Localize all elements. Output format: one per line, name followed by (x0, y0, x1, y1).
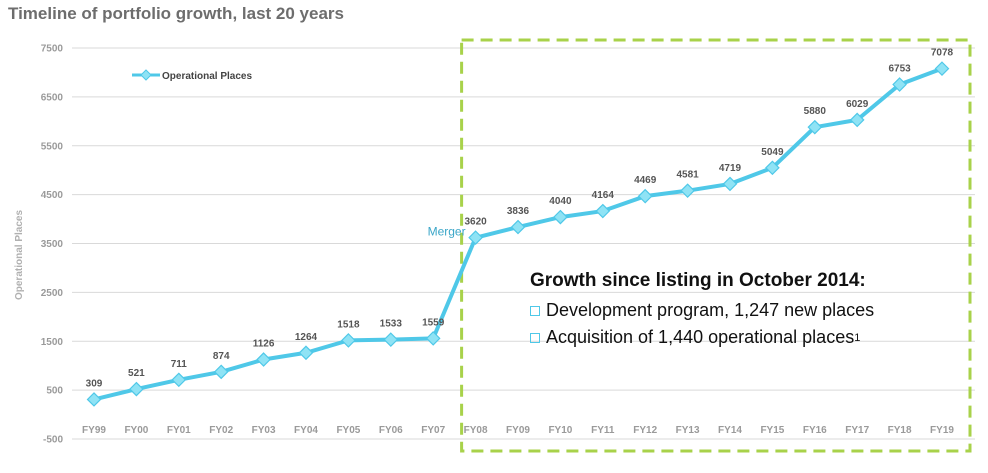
data-point (298, 345, 314, 361)
y-tick-label: 6500 (41, 92, 64, 103)
x-tick-label: FY19 (930, 425, 954, 436)
data-label: 1559 (422, 317, 445, 328)
merger-annotation: Merger (428, 225, 466, 239)
checkbox-bullet-icon (530, 332, 540, 343)
legend-marker (140, 69, 152, 81)
data-point (510, 219, 526, 235)
data-point (213, 364, 229, 380)
x-axis-ticks: FY99 FY00 FY01 FY02 FY03 FY04 FY05 FY06 FY07 FY08… (82, 425, 954, 436)
chart-title: Timeline of portfolio growth, last 20 ye… (8, 4, 344, 23)
x-tick-label: FY10 (548, 425, 572, 436)
data-label: 1126 (253, 339, 275, 350)
x-tick-label: FY17 (845, 425, 869, 436)
data-point (256, 352, 271, 367)
data-label: 309 (86, 378, 103, 389)
data-point (86, 392, 102, 407)
y-tick-label: 2500 (41, 288, 64, 299)
data-label: 4581 (676, 170, 699, 181)
data-point (934, 61, 950, 76)
y-tick-label: 5500 (41, 141, 64, 152)
y-tick-label: 1500 (41, 337, 64, 348)
data-point (129, 381, 144, 397)
x-tick-label: FY03 (252, 425, 276, 436)
x-tick-label: FY01 (167, 425, 191, 436)
x-tick-label: FY06 (379, 425, 403, 436)
data-point (849, 112, 865, 128)
data-point (765, 160, 780, 176)
y-axis-label: Operational Places (14, 210, 25, 300)
legend: Operational Places (132, 69, 252, 82)
growth-callout: Growth since listing in October 2014: De… (530, 270, 874, 354)
data-label: 4164 (592, 190, 615, 201)
data-label: 4040 (549, 196, 572, 207)
data-label: 521 (128, 368, 145, 379)
callout-item-text: Acquisition of 1,440 operational places (546, 327, 855, 347)
x-tick-label: FY11 (591, 425, 615, 436)
data-point (680, 183, 695, 199)
highlight-box (460, 38, 972, 453)
data-label: 4469 (634, 175, 657, 186)
x-tick-label: FY07 (421, 425, 445, 436)
x-tick-label: FY16 (803, 425, 827, 436)
x-tick-label: FY14 (718, 425, 742, 436)
y-tick-label: 7500 (41, 44, 64, 55)
data-label: 6029 (846, 99, 869, 110)
data-point (425, 331, 441, 346)
x-tick-label: FY05 (336, 425, 360, 436)
gridlines (72, 47, 975, 440)
data-point (383, 332, 399, 347)
y-axis-ticks: -500 500 1500 2500 3500 4500 5500 6500 7500 (41, 44, 64, 446)
x-tick-label: FY18 (888, 425, 912, 436)
data-point (553, 209, 568, 225)
data-label: 3620 (464, 217, 487, 228)
x-tick-label: FY99 (82, 425, 106, 436)
x-tick-label: FY04 (294, 425, 318, 436)
data-label: 5880 (804, 106, 827, 117)
y-tick-label: 3500 (41, 239, 64, 250)
data-label: 5049 (761, 147, 784, 158)
y-tick-label: -500 (43, 435, 63, 446)
data-point (892, 77, 907, 92)
data-point (468, 230, 483, 245)
x-tick-label: FY09 (506, 425, 530, 436)
data-label: 711 (171, 359, 188, 370)
y-tick-label: 500 (46, 386, 63, 397)
callout-item-text: Development program, 1,247 new places (546, 300, 875, 320)
data-label: 6753 (888, 64, 911, 75)
callout-item-development: Development program, 1,247 new places (530, 300, 874, 321)
y-tick-label: 4500 (41, 190, 64, 201)
footnote-marker: 1 (854, 331, 861, 344)
data-label: 7078 (931, 48, 954, 59)
data-point (171, 372, 187, 388)
data-point (341, 333, 356, 348)
data-label: 874 (213, 351, 230, 362)
x-tick-label: FY15 (760, 425, 784, 436)
x-tick-label: FY00 (124, 425, 148, 436)
x-tick-label: FY02 (209, 425, 233, 436)
data-label: 1518 (337, 319, 360, 330)
data-label: 4719 (719, 163, 742, 174)
series-operational-places: 309 521 711 874 1126 1264 1518 1533 1559 3620 3836… (86, 48, 954, 407)
data-point (595, 203, 611, 219)
callout-title: Growth since listing in October 2014: (530, 270, 866, 291)
x-tick-label: FY08 (464, 425, 488, 436)
x-tick-label: FY12 (633, 425, 657, 436)
callout-item-acquisition: Acquisition of 1,440 operational places 1 (530, 327, 874, 348)
checkbox-bullet-icon (530, 305, 540, 316)
data-point (637, 188, 653, 204)
data-point (722, 176, 738, 192)
x-tick-label: FY13 (676, 425, 700, 436)
legend-label: Operational Places (162, 71, 252, 82)
data-point (807, 119, 823, 135)
data-label: 1533 (380, 319, 403, 330)
data-label: 1264 (295, 332, 318, 343)
data-label: 3836 (507, 206, 530, 217)
